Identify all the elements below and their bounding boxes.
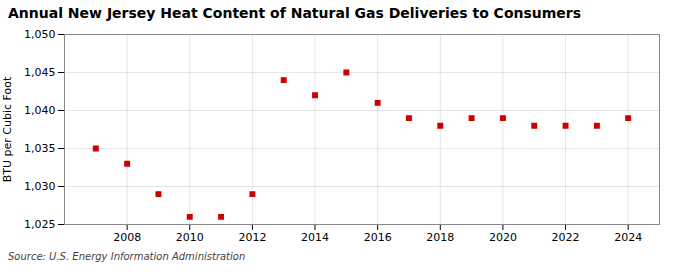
- svg-text:2022: 2022: [552, 231, 580, 244]
- svg-text:1,050: 1,050: [24, 28, 56, 41]
- svg-text:BTU per Cubic Foot: BTU per Cubic Foot: [1, 76, 14, 182]
- svg-text:2014: 2014: [301, 231, 329, 244]
- html-text:Annual New Jersey Heat Content: Annual New Jersey Heat Content of Natura…: [8, 5, 582, 21]
- svg-text:1,030: 1,030: [24, 180, 56, 193]
- svg-text:2024: 2024: [614, 231, 642, 244]
- svg-text:2016: 2016: [364, 231, 392, 244]
- svg-text:1,025: 1,025: [24, 218, 56, 231]
- svg-text:2008: 2008: [113, 231, 141, 244]
- svg-text:2010: 2010: [176, 231, 204, 244]
- html-text:Source: U.S. Energy Informatio: Source: U.S. Energy Information Administ…: [8, 251, 246, 262]
- svg-text:2012: 2012: [238, 231, 266, 244]
- svg-text:1,045: 1,045: [24, 66, 56, 79]
- svg-text:2020: 2020: [489, 231, 517, 244]
- svg-text:1,035: 1,035: [24, 142, 56, 155]
- svg-text:2018: 2018: [426, 231, 454, 244]
- svg-text:1,040: 1,040: [24, 104, 56, 117]
